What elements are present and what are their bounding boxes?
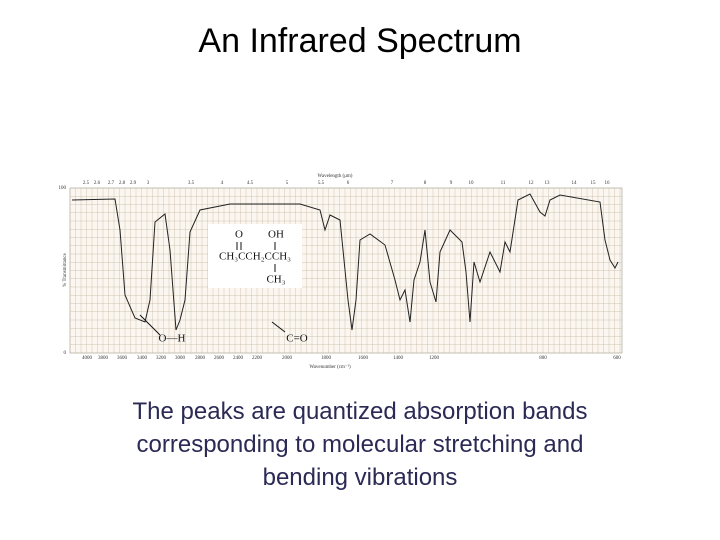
wavenumber-tick: 3800 (98, 356, 109, 361)
molecule-oh: OH (268, 229, 284, 241)
wavenumber-tick: 2800 (195, 356, 206, 361)
wavelength-tick: 7 (391, 181, 394, 186)
wavelength-tick: 13 (545, 181, 551, 186)
left-axis-label: % Transmittance (63, 252, 68, 287)
wavenumber-tick: 4000 (82, 356, 93, 361)
caption-line: bending vibrations (262, 464, 458, 491)
wavenumber-tick: 2000 (282, 356, 293, 361)
wavelength-tick: 12 (529, 181, 535, 186)
wavelength-tick: 2.6 (94, 181, 101, 186)
caption-line: The peaks are quantized absorption bands (132, 398, 588, 425)
molecule-o: O (235, 229, 243, 241)
spectrum-curve (71, 193, 619, 331)
wavenumber-tick: 800 (539, 356, 547, 361)
wavenumber-tick: 2600 (214, 356, 225, 361)
wavelength-tick: 14 (572, 181, 578, 186)
top-axis-label: Wavelength (μm) (318, 174, 353, 179)
wavenumber-tick: 1400 (393, 356, 404, 361)
wavelength-tick: 3 (147, 181, 150, 186)
wavelength-tick: 16 (605, 181, 611, 186)
wavelength-tick: 3.5 (188, 181, 195, 186)
wavelength-tick: 11 (501, 181, 506, 186)
wavelength-tick: 2.8 (119, 181, 126, 186)
oh-label: O—H (159, 333, 186, 345)
wavenumber-tick: 2200 (252, 356, 263, 361)
tick-labels: 2.5 2.6 2.7 2.8 2.9 3 3.5 4 4.5 5 5.5 6 7 8 9 10 11 12 13 1… (82, 181, 621, 361)
arrow (139, 314, 161, 336)
wavelength-tick: 15 (591, 181, 597, 186)
wavenumber-tick: 3600 (117, 356, 128, 361)
wavelength-tick: 10 (469, 181, 475, 186)
wavenumber-tick: 1600 (358, 356, 369, 361)
wavelength-tick: 2.9 (130, 181, 137, 186)
caption: The peaks are quantized absorption bands… (40, 395, 680, 494)
wavenumber-tick: 3400 (137, 356, 148, 361)
wavelength-tick: 9 (450, 181, 453, 186)
wavenumber-tick: 600 (613, 356, 621, 361)
wavelength-tick: 4 (221, 181, 224, 186)
molecule-main: CH₃CCH₂CCH₃ (219, 251, 291, 263)
wavenumber-tick: 1800 (321, 356, 332, 361)
molecule-box (208, 224, 302, 288)
wavenumber-tick: 3200 (156, 356, 167, 361)
bottom-axis-label: Wavenumber (cm⁻¹) (309, 364, 351, 370)
wavenumber-tick: 2400 (233, 356, 244, 361)
molecule-ch3: CH₃ (266, 274, 285, 286)
wavelength-tick: 2.5 (83, 181, 90, 186)
left-top-label: 100 (59, 186, 67, 191)
wavelength-tick: 5.5 (318, 181, 325, 186)
wavelength-tick: 2.7 (108, 181, 115, 186)
wavenumber-tick: 1200 (429, 356, 440, 361)
slide-title: An Infrared Spectrum (198, 22, 522, 60)
wavelength-tick: 6 (347, 181, 350, 186)
co-label: C=O (286, 333, 308, 345)
arrow (271, 321, 286, 333)
wavelength-tick: 4.5 (247, 181, 254, 186)
wavelength-tick: 8 (424, 181, 427, 186)
left-bottom-label: 0 (64, 351, 67, 356)
wavelength-tick: 5 (286, 181, 289, 186)
caption-line: corresponding to molecular stretching an… (136, 431, 584, 458)
wavenumber-tick: 3000 (175, 356, 186, 361)
